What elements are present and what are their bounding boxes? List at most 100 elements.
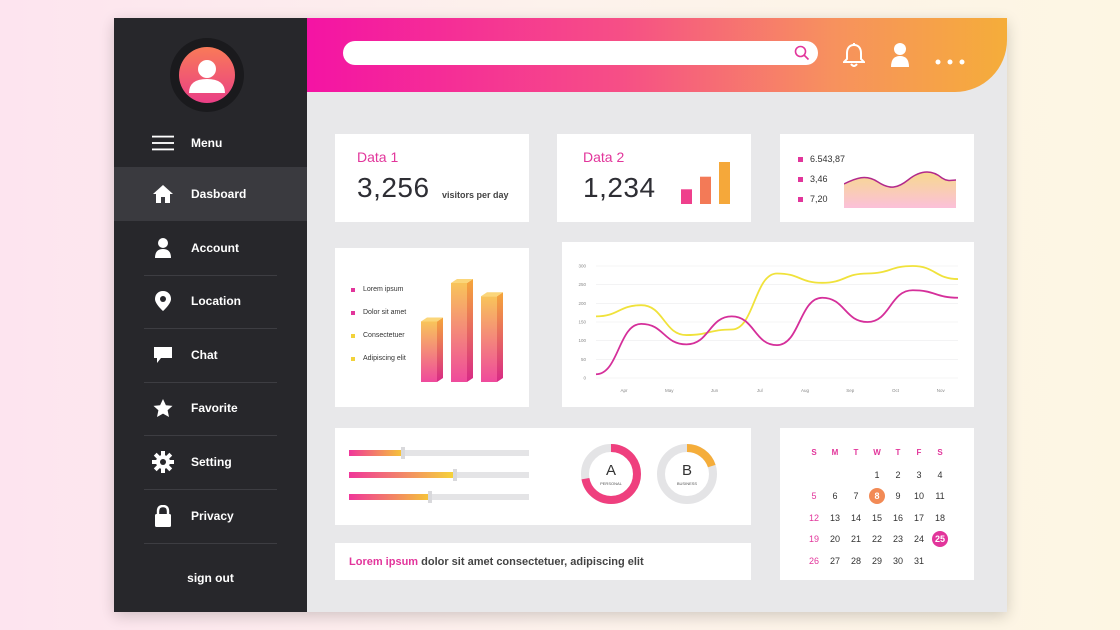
calendar-day[interactable]: 29 — [871, 556, 882, 566]
mini-bar-chart — [681, 162, 730, 204]
menu-label: Menu — [191, 136, 223, 150]
calendar-day[interactable]: 24 — [913, 534, 924, 544]
calendar-day[interactable]: 28 — [850, 556, 861, 566]
divider — [144, 489, 277, 490]
x-tick-label: Jul — [757, 388, 763, 393]
slider-handle[interactable] — [401, 447, 406, 459]
calendar-day[interactable]: 19 — [808, 534, 819, 544]
calendar-day[interactable]: 13 — [829, 513, 840, 523]
legend-label: Dolor sit amet — [363, 309, 407, 316]
top-header — [307, 18, 1007, 92]
legend-dot — [351, 311, 355, 315]
y-tick-label: 100 — [578, 338, 586, 343]
sidebar-item-account[interactable]: Account — [114, 221, 307, 275]
x-tick-label: May — [665, 388, 674, 393]
user-icon — [152, 237, 174, 259]
calendar-day[interactable]: 9 — [895, 491, 901, 501]
x-tick-label: Apr — [620, 388, 628, 393]
calendar-day[interactable]: 25 — [932, 531, 948, 547]
series-line-pink — [595, 289, 959, 376]
home-icon — [152, 183, 174, 205]
y-tick-label: 0 — [583, 376, 586, 381]
donut-label: BUSINESS — [677, 481, 698, 486]
calendar-weekday: W — [873, 448, 881, 457]
series-line-yellow — [595, 265, 959, 336]
sidebar-item-location[interactable]: Location — [114, 274, 307, 328]
bar — [451, 283, 467, 382]
calendar-day[interactable]: 5 — [811, 491, 817, 501]
legend-dot — [798, 177, 803, 182]
calendar-day[interactable]: 1 — [874, 470, 880, 480]
calendar-day[interactable]: 22 — [871, 534, 882, 544]
calendar-day[interactable]: 8 — [869, 488, 885, 504]
calendar-day[interactable]: 10 — [913, 491, 924, 501]
y-tick-label: 200 — [578, 301, 586, 306]
calendar-day[interactable]: 26 — [808, 556, 819, 566]
search-icon[interactable] — [794, 45, 810, 66]
sidebar-item-dashboard[interactable]: Dasboard — [114, 167, 307, 221]
more-icon[interactable] — [935, 52, 965, 70]
slider-fill — [349, 494, 429, 500]
sign-out-button[interactable]: sign out — [187, 571, 234, 585]
sidebar-item-setting[interactable]: Setting — [114, 435, 307, 489]
x-tick-label: Aug — [801, 388, 810, 393]
user-avatar-icon — [189, 60, 225, 93]
calendar-day[interactable]: 4 — [937, 470, 943, 480]
calendar-day[interactable]: 18 — [934, 513, 945, 523]
calendar-day[interactable]: 14 — [850, 513, 861, 523]
bar — [681, 189, 692, 204]
slider-handle[interactable] — [453, 469, 458, 481]
slider-track[interactable] — [349, 450, 529, 456]
bar-side — [497, 292, 503, 382]
calendar-day[interactable]: 31 — [913, 556, 924, 566]
slider-track[interactable] — [349, 494, 529, 500]
calendar-day[interactable]: 30 — [892, 556, 903, 566]
divider — [144, 275, 277, 276]
data2-card: Data 2 1,234 — [557, 134, 751, 222]
bar — [719, 162, 730, 204]
bell-icon[interactable] — [841, 43, 867, 72]
bar-top — [481, 292, 503, 297]
sidebar-item-favorite[interactable]: Favorite — [114, 381, 307, 435]
calendar-day[interactable]: 23 — [892, 534, 903, 544]
calendar-day[interactable]: 6 — [832, 491, 838, 501]
calendar-day[interactable]: 17 — [913, 513, 924, 523]
calendar-day[interactable]: 12 — [808, 513, 819, 523]
calendar-day[interactable]: 7 — [853, 491, 859, 501]
calendar-day[interactable]: 20 — [829, 534, 840, 544]
calendar-day[interactable]: 2 — [895, 470, 901, 480]
dashboard-window: Menu Dasboard Account Location — [114, 18, 1007, 612]
text-banner: Lorem ipsum dolor sit amet consectetuer,… — [335, 543, 751, 580]
calendar-day[interactable]: 21 — [850, 534, 861, 544]
banner-highlight: Lorem ipsum — [349, 556, 419, 568]
lock-icon — [152, 505, 174, 527]
donut-chart-business: B BUSINESS — [657, 444, 717, 504]
calendar-day[interactable]: 27 — [829, 556, 840, 566]
stat-value: 3,46 — [810, 174, 828, 184]
avatar[interactable] — [170, 38, 244, 112]
banner-rest: dolor sit amet consectetuer, adipiscing … — [418, 556, 644, 568]
menu-toggle[interactable]: Menu — [114, 116, 307, 170]
calendar-day[interactable]: 3 — [916, 470, 922, 480]
legend-label: Adipiscing elit — [363, 355, 406, 362]
slider-handle[interactable] — [428, 491, 433, 503]
legend-dot — [798, 197, 803, 202]
sidebar-item-privacy[interactable]: Privacy — [114, 489, 307, 543]
legend-label: Lorem ipsum — [363, 286, 404, 293]
calendar-day[interactable]: 15 — [871, 513, 882, 523]
x-tick-label: Sep — [846, 388, 855, 393]
sidebar-item-label: Dasboard — [191, 187, 247, 201]
sidebar-item-chat[interactable]: Chat — [114, 328, 307, 382]
search-input[interactable] — [343, 41, 818, 65]
legend-dot — [351, 288, 355, 292]
line-chart: 300 250 200 150 100 50 0 Apr May Jun Jul Aug Sep Oct N… — [578, 264, 959, 393]
sidebar-item-label: Account — [191, 241, 239, 255]
calendar-weekday: F — [916, 448, 922, 457]
calendar-day[interactable]: 11 — [935, 491, 945, 501]
calendar-day[interactable]: 16 — [892, 513, 903, 523]
bar-top — [421, 317, 443, 322]
mini-area-card: 6.543,87 3,46 7,20 — [780, 134, 974, 222]
legend-dot — [351, 334, 355, 338]
user-icon[interactable] — [891, 43, 909, 72]
x-tick-label: Oct — [892, 388, 900, 393]
